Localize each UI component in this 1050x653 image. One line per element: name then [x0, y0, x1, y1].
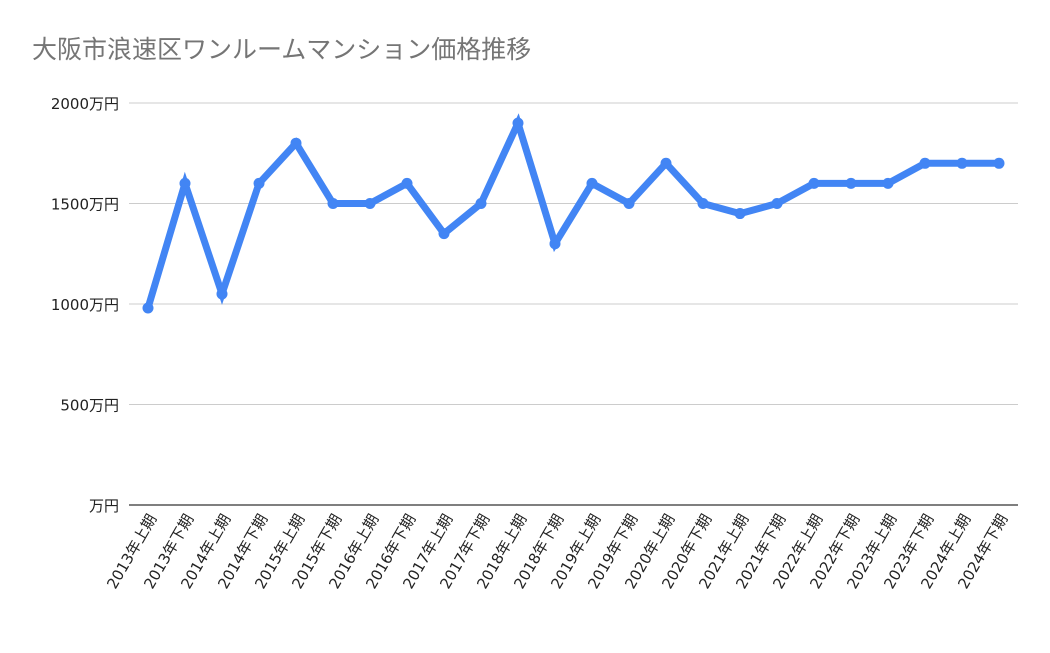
- y-tick-label: 1500万円: [51, 196, 119, 214]
- data-point: [623, 198, 635, 209]
- data-point: [993, 157, 1005, 169]
- series-layer: [142, 113, 1005, 314]
- data-point: [401, 177, 413, 189]
- data-point: [734, 208, 746, 220]
- data-point: [882, 177, 894, 189]
- y-tick-label: 万円: [89, 497, 119, 515]
- data-point: [956, 157, 968, 169]
- data-point: [290, 137, 302, 149]
- data-point: [475, 198, 487, 209]
- y-tick-label: 500万円: [60, 397, 119, 415]
- data-point: [919, 157, 931, 169]
- data-point: [845, 177, 857, 189]
- y-tick-labels: 万円 500万円 1000万円 1500万円 2000万円: [51, 95, 119, 515]
- data-point: [660, 157, 672, 169]
- y-tick-label: 2000万円: [51, 95, 119, 113]
- data-point: [327, 198, 339, 209]
- y-tick-label: 1000万円: [51, 296, 119, 314]
- series-line: [144, 113, 1003, 312]
- data-point: [771, 198, 783, 209]
- x-tick-labels: 2013年上期2013年下期2014年上期2014年下期2015年上期2015年…: [103, 511, 1011, 592]
- data-point: [697, 198, 709, 209]
- data-point: [438, 228, 450, 240]
- data-point: [364, 198, 376, 209]
- data-point: [253, 177, 265, 189]
- chart-title: 大阪市浪速区ワンルームマンション価格推移: [32, 35, 532, 64]
- data-point: [142, 302, 154, 314]
- data-point: [512, 117, 524, 129]
- data-point: [179, 177, 191, 189]
- grid-lines: [129, 102, 1018, 506]
- data-point: [586, 177, 598, 189]
- data-point: [549, 238, 561, 250]
- data-point: [808, 177, 820, 189]
- data-point: [216, 288, 228, 300]
